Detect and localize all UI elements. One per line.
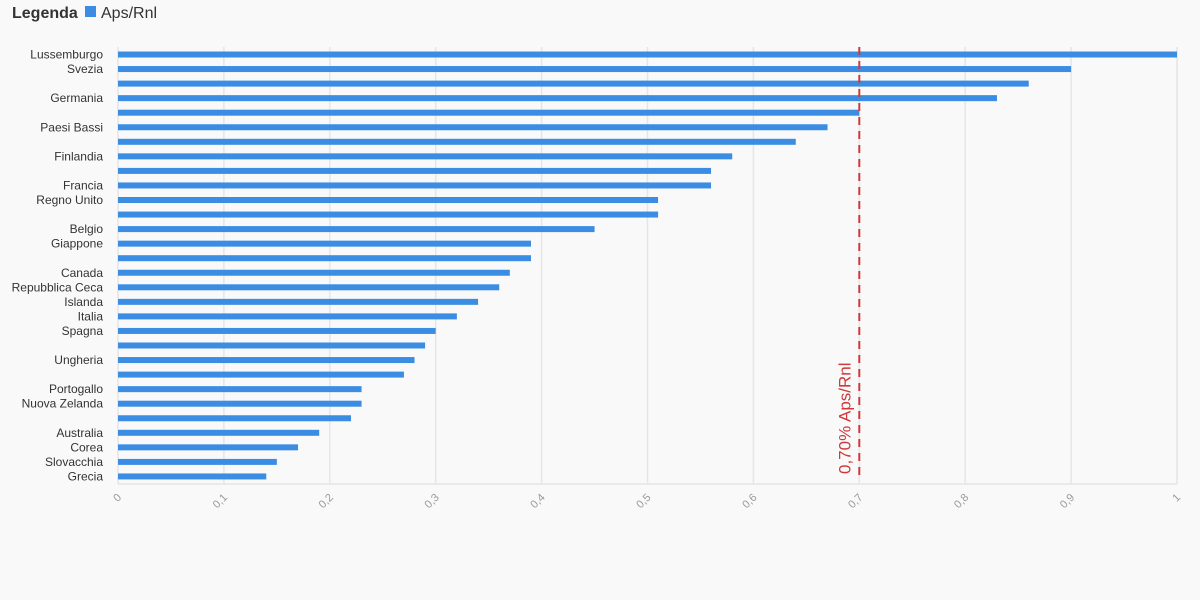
category-label: Nuova Zelanda [22,397,104,411]
bar [118,444,299,451]
category-label: Australia [56,426,103,440]
bar [118,313,457,320]
category-label: Spagna [62,324,104,338]
category-label: Corea [70,440,103,454]
x-tick-label: 0,3 [423,492,442,511]
x-tick-label: 0,4 [528,492,547,511]
bar [118,51,1177,58]
category-label: Svezia [67,62,103,76]
legend-title: Legenda [12,5,78,22]
bar [118,386,362,393]
x-tick-label: 0,5 [634,492,653,511]
grid [117,47,1178,485]
category-label: Finlandia [54,149,103,163]
legend-series-label: Aps/Rnl [101,5,157,22]
bar [118,400,362,407]
x-tick-label: 0 [111,492,124,505]
bar [118,473,267,480]
bar [118,109,860,116]
x-axis-tick-labels: 0 0,1 0,2 0,3 0,4 0,5 0,6 0,7 0,8 0,9 1 [111,492,1183,511]
bar [118,182,712,189]
category-label: Slovacchia [45,455,103,469]
reference-line-label: 0,70% Aps/Rnl [835,362,854,474]
bars [118,51,1177,480]
bar [118,95,997,102]
bar [118,371,404,378]
bar [118,226,595,233]
x-tick-label: 0,8 [952,492,971,511]
x-tick-label: 0,7 [846,492,865,511]
bar [118,124,828,131]
bar [118,429,320,436]
bar [118,66,1072,73]
bar [118,211,659,218]
bar [118,240,532,247]
category-label: Germania [50,91,103,105]
bar [118,80,1029,87]
x-tick-label: 0,6 [740,492,759,511]
category-label: Ungheria [54,353,103,367]
bar [118,153,733,160]
category-label: Italia [78,309,104,323]
bar [118,298,479,305]
bar [118,167,712,174]
x-tick-label: 0,1 [211,492,230,511]
category-label: Grecia [68,469,104,483]
bar [118,255,532,262]
category-label: Francia [63,178,103,192]
x-tick-label: 0,2 [317,492,336,511]
bar [118,327,436,334]
bar [118,458,277,465]
category-label: Giappone [51,237,103,251]
bar [118,269,510,276]
bar [118,415,351,422]
legend: Legenda Aps/Rnl [12,5,157,22]
x-tick-label: 0,9 [1058,492,1077,511]
bar [118,284,500,291]
category-label: Repubblica Ceca [12,280,104,294]
category-label: Regno Unito [36,193,103,207]
reference-line-group: 0,70% Aps/Rnl [835,47,861,478]
category-label: Lussemburgo [30,48,103,62]
category-label: Portogallo [49,382,103,396]
x-tick-label: 1 [1170,492,1183,505]
category-label: Islanda [64,295,103,309]
bar [118,138,796,145]
bar [118,197,659,203]
legend-swatch [85,6,96,17]
category-label: Belgio [70,222,104,236]
category-label: Canada [61,266,103,280]
bar [118,342,426,349]
bar [118,357,415,364]
category-label: Paesi Bassi [40,120,103,134]
